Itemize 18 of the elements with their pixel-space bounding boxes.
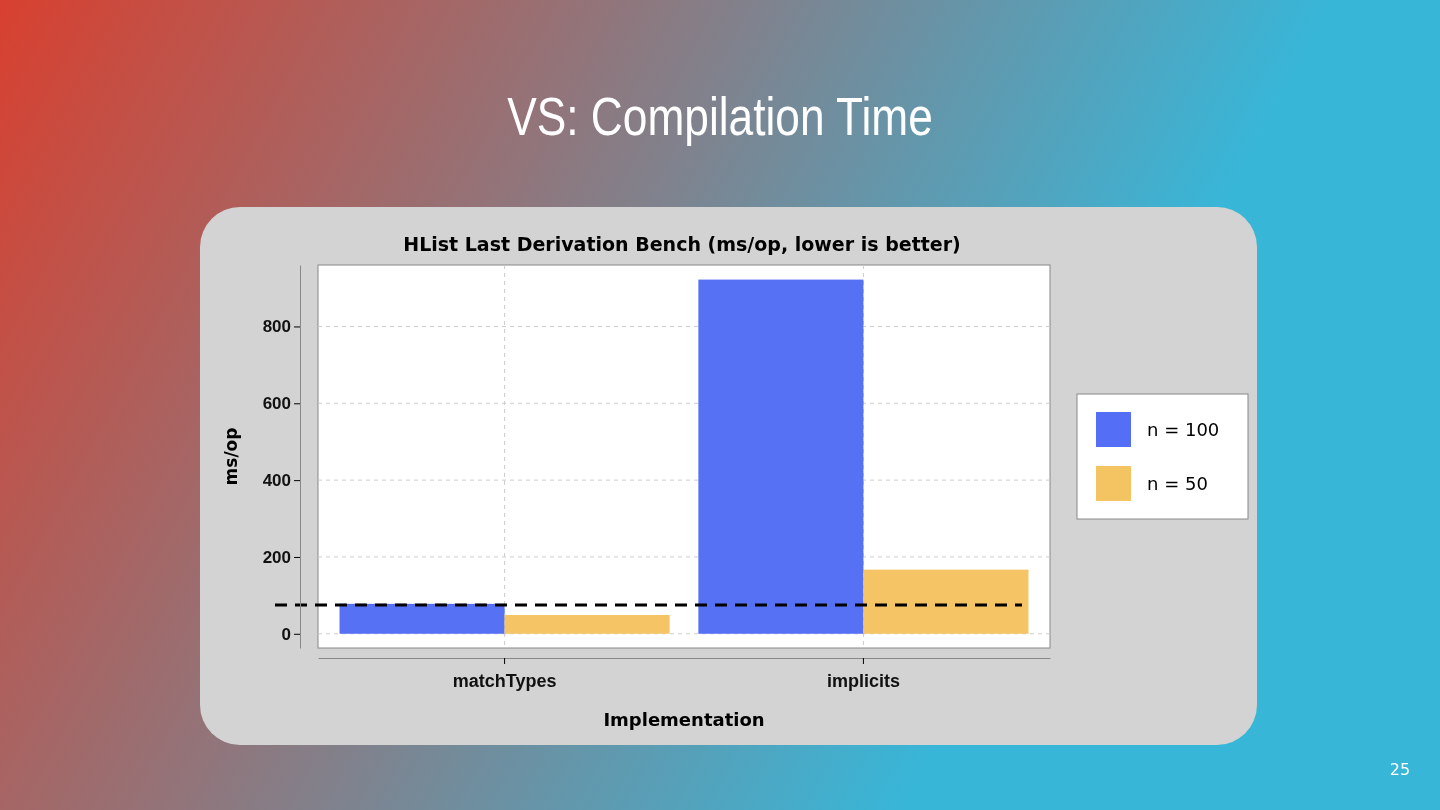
y-tick-label: 600 — [262, 394, 291, 414]
bar — [504, 614, 670, 634]
text: 25 — [1389, 760, 1411, 779]
y-tick-label: 200 — [262, 547, 291, 567]
bar — [339, 603, 505, 634]
chart-subtitle: HList Last Derivation Bench (ms/op, lower is better) — [403, 233, 961, 255]
legend-label: n = 50 — [1147, 473, 1208, 494]
x-axis-title: Implementation — [603, 709, 765, 730]
x-tick-label: matchTypes — [452, 670, 557, 691]
y-axis-title: ms/op — [221, 427, 241, 486]
y-tick-label: 0 — [281, 624, 291, 644]
legend-label: n = 100 — [1147, 419, 1220, 440]
chart-title: VS: Compilation Time — [507, 85, 933, 146]
y-tick-label: 800 — [262, 317, 291, 337]
x-tick-label: implicits — [826, 670, 900, 691]
y-tick-label: 400 — [262, 471, 291, 491]
bar — [698, 279, 864, 634]
bar — [863, 569, 1029, 634]
